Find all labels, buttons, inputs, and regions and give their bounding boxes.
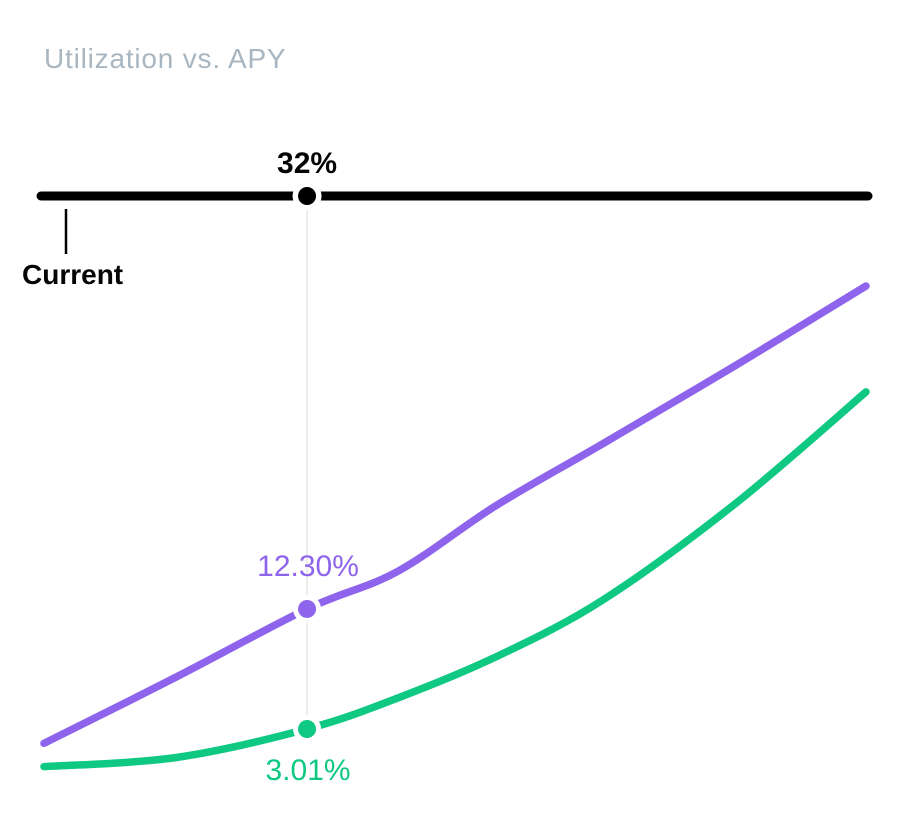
chart-title: Utilization vs. APY [44,43,287,74]
utilization-slider-thumb[interactable] [298,187,317,205]
upper-apy-value-label: 12.30% [257,549,359,583]
lower-apy-curve [40,388,870,771]
lower-apy-current-point [298,720,317,738]
current-utilization-value-label: 32% [277,147,338,180]
current-marker-label: Current [22,259,124,290]
upper-apy-current-point [298,599,317,618]
lower-apy-value-label: 3.01% [265,754,351,787]
upper-apy-curve [40,282,870,748]
